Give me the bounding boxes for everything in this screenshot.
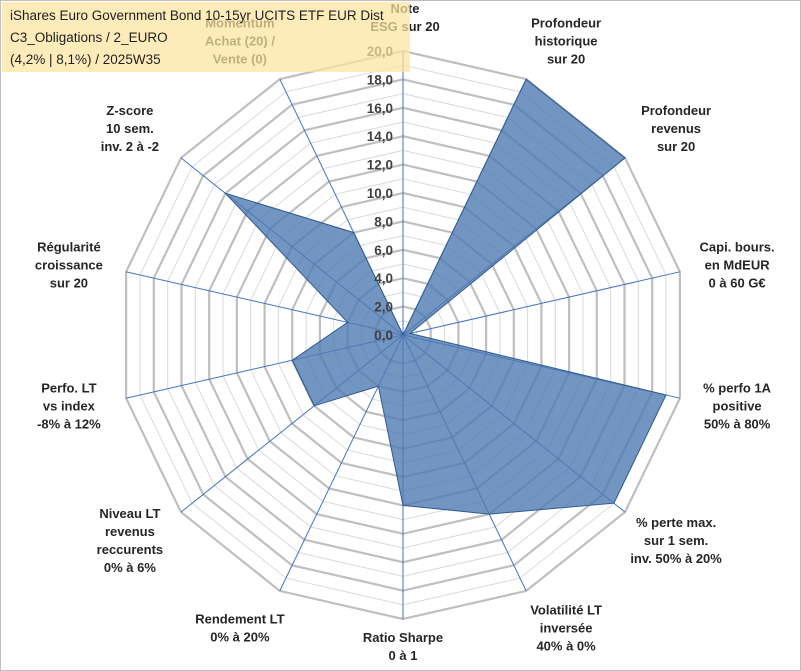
axis-label: Perfo. LT vs index -8% à 12% [37, 380, 101, 431]
tick-label: 2,0 [374, 300, 393, 315]
tick-label: 4,0 [374, 271, 393, 286]
tick-label: 10,0 [367, 186, 393, 201]
chart-title-line-3: (4,2% | 8,1%) / 2025W35 [10, 52, 161, 67]
axis-label: Capi. bours. en MdEUR 0 à 60 G€ [700, 240, 775, 291]
axis-label: % perfo 1A positive 50% à 80% [703, 380, 772, 431]
axis-label: Ratio Sharpe 0 à 1 [363, 630, 443, 663]
tick-label: 16,0 [367, 101, 393, 116]
tick-label: 14,0 [367, 129, 393, 144]
radar-series [223, 78, 667, 515]
tick-label: 12,0 [367, 158, 393, 173]
axis-label: Profondeur historique sur 20 [531, 15, 601, 66]
axis-label: % perte max. sur 1 sem. inv. 50% à 20% [630, 515, 722, 566]
series-area [223, 78, 667, 515]
tick-label: 6,0 [374, 243, 393, 258]
axis-label: Niveau LT revenus reccurents 0% à 6% [97, 506, 163, 575]
axis-label: Rendement LT 0% à 20% [195, 612, 284, 645]
chart-title-line-2: C3_Obligations / 2_EURO [10, 30, 168, 45]
radar-spoke [402, 271, 681, 336]
axis-label: Volatilité LT inversée 40% à 0% [530, 603, 602, 654]
chart-title-line-1: iShares Euro Government Bond 10-15yr UCI… [10, 8, 384, 23]
tick-label: 8,0 [374, 214, 393, 229]
tick-label: 18,0 [367, 72, 393, 87]
axis-label: Régularité croissance sur 20 [35, 240, 103, 291]
axis-label: Z-score 10 sem. inv. 2 à -2 [101, 103, 159, 154]
tick-label: 0,0 [374, 328, 393, 343]
chart-title-box: iShares Euro Government Bond 10-15yr UCI… [2, 2, 410, 72]
axis-label: Profondeur revenus sur 20 [641, 103, 711, 154]
